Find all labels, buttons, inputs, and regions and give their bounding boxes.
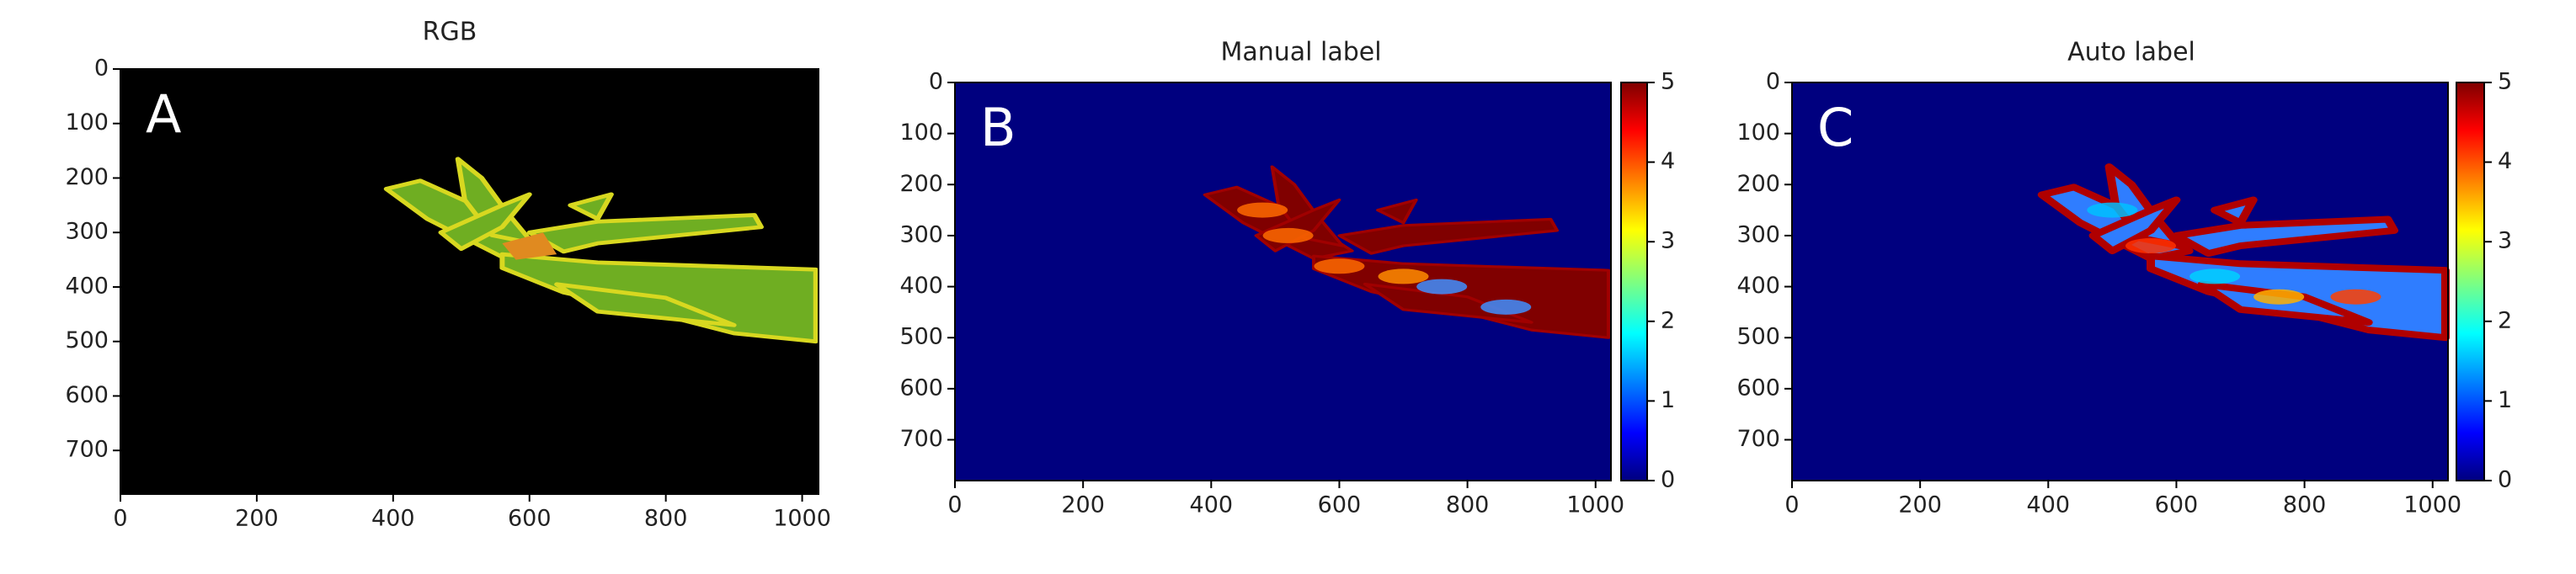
y-tick-label: 300: [899, 221, 943, 247]
x-tick-label: 200: [1898, 492, 1942, 518]
x-tick-label: 400: [371, 506, 415, 532]
label-patch: [2087, 202, 2138, 218]
y-tick-label: 700: [899, 426, 943, 452]
x-tick-label: 600: [1318, 492, 1362, 518]
y-tick-label: 700: [1736, 426, 1780, 452]
x-tick-label: 800: [2283, 492, 2327, 518]
panel-title: Manual label: [1220, 38, 1381, 67]
panel-title: Auto label: [2067, 38, 2195, 67]
y-tick-label: 300: [1736, 221, 1780, 247]
x-tick-label: 200: [1061, 492, 1105, 518]
colorbar-tick-label: 0: [2498, 467, 2512, 493]
y-tick-label: 500: [899, 324, 943, 350]
colorbar-tick-label: 3: [2498, 228, 2512, 254]
colorbar-tick-label: 3: [1661, 228, 1675, 254]
x-tick-label: 400: [1190, 492, 1234, 518]
axes-frame: [1791, 82, 2449, 481]
label-patch: [1314, 258, 1365, 274]
y-tick-label: 400: [1736, 273, 1780, 299]
x-tick-label: 0: [1784, 492, 1799, 518]
y-tick-label: 100: [65, 109, 109, 136]
label-patch: [2330, 289, 2381, 305]
x-tick-label: 0: [947, 492, 962, 518]
x-tick-label: 600: [508, 506, 552, 532]
y-tick-label: 500: [1736, 324, 1780, 350]
label-patch: [2253, 289, 2305, 305]
colorbar-tick-label: 4: [1661, 148, 1675, 174]
colorbar: [1620, 82, 1648, 481]
axes-frame: [120, 68, 819, 495]
y-tick-label: 400: [899, 273, 943, 299]
y-tick-label: 200: [899, 171, 943, 197]
colorbar-tick-label: 4: [2498, 148, 2512, 174]
label-patch: [1480, 299, 1532, 315]
y-tick-label: 200: [65, 164, 109, 190]
y-tick-label: 600: [65, 382, 109, 408]
plant-highlight: [502, 232, 557, 260]
colorbar-tick-label: 1: [1661, 387, 1675, 413]
colorbar-tick-label: 0: [1661, 467, 1675, 493]
colorbar: [2456, 82, 2485, 481]
y-tick-label: 400: [65, 273, 109, 299]
x-tick-label: 1000: [2403, 492, 2461, 518]
panel-title: RGB: [423, 18, 477, 47]
y-tick-label: 700: [65, 437, 109, 463]
x-tick-label: 800: [1446, 492, 1490, 518]
label-patch: [1262, 227, 1314, 243]
x-tick-label: 0: [113, 506, 127, 532]
x-tick-label: 600: [2155, 492, 2199, 518]
colorbar-tick-label: 2: [2498, 307, 2512, 333]
panel-letter: A: [146, 83, 181, 145]
panel-letter: B: [980, 97, 1016, 158]
y-tick-label: 600: [1736, 375, 1780, 401]
axes-frame: [954, 82, 1612, 481]
x-tick-label: 1000: [773, 506, 831, 532]
colorbar-tick-label: 2: [1661, 307, 1675, 333]
label-patch: [2125, 238, 2177, 254]
y-tick-label: 500: [65, 327, 109, 353]
y-tick-label: 300: [65, 219, 109, 245]
label-patch: [1416, 279, 1468, 295]
colorbar-tick-label: 1: [2498, 387, 2512, 413]
label-patch: [2189, 268, 2241, 284]
y-tick-label: 0: [94, 56, 109, 82]
y-tick-label: 200: [1736, 171, 1780, 197]
label-patch: [1378, 268, 1429, 284]
y-tick-label: 0: [1766, 69, 1780, 95]
x-tick-label: 1000: [1566, 492, 1624, 518]
x-tick-label: 400: [2027, 492, 2071, 518]
label-patch: [1237, 202, 1288, 218]
y-tick-label: 0: [929, 69, 943, 95]
x-tick-label: 200: [235, 506, 279, 532]
y-tick-label: 600: [899, 375, 943, 401]
y-tick-label: 100: [1736, 120, 1780, 146]
panel-letter: C: [1817, 97, 1853, 158]
colorbar-tick-label: 5: [2498, 69, 2512, 95]
x-tick-label: 800: [644, 506, 688, 532]
y-tick-label: 100: [899, 120, 943, 146]
colorbar-tick-label: 5: [1661, 69, 1675, 95]
